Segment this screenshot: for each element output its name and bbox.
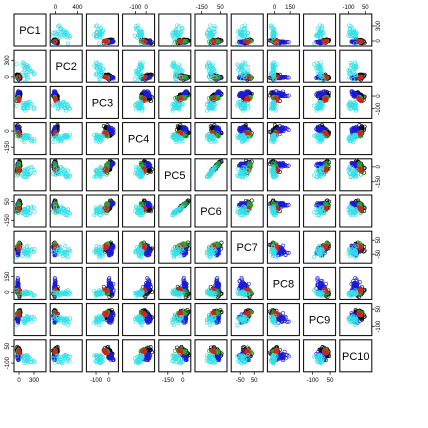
data-point bbox=[246, 65, 251, 70]
data-point bbox=[51, 33, 56, 38]
panel-pc3-pc6 bbox=[194, 85, 228, 119]
data-point bbox=[51, 31, 56, 36]
panel-pc3-pc4 bbox=[122, 85, 156, 119]
panel-pc1-pc1: PC1 bbox=[13, 13, 47, 47]
panel-pc3-pc7 bbox=[230, 85, 264, 119]
panel-frame bbox=[13, 13, 47, 47]
panel-pc2-pc6 bbox=[194, 49, 228, 83]
data-point bbox=[97, 30, 102, 35]
data-point bbox=[58, 30, 63, 35]
data-point bbox=[98, 35, 103, 40]
data-point bbox=[64, 35, 69, 40]
panel-pc2-pc5 bbox=[158, 49, 192, 83]
panel-frame bbox=[122, 13, 156, 47]
panel-pc2-pc10 bbox=[339, 49, 373, 83]
panel-pc2-pc4 bbox=[122, 49, 156, 83]
panel-pc1-pc2 bbox=[49, 13, 83, 47]
data-point bbox=[57, 35, 62, 40]
panel-pc1-pc7 bbox=[230, 13, 264, 47]
data-point bbox=[14, 62, 19, 67]
data-point bbox=[65, 31, 70, 36]
panel-pc1-pc10 bbox=[339, 13, 373, 47]
variable-label-pc1: PC1 bbox=[19, 25, 40, 37]
data-point bbox=[53, 30, 58, 35]
panel-pc3-pc2 bbox=[49, 85, 83, 119]
panel-pc2-pc1 bbox=[13, 49, 47, 83]
panel-pc3-pc1 bbox=[13, 85, 47, 119]
panel-pc2-pc7 bbox=[230, 49, 264, 83]
data-point bbox=[66, 41, 71, 46]
data-point bbox=[104, 38, 109, 43]
panel-pc2-pc3 bbox=[85, 49, 119, 83]
panel-pc1-pc4 bbox=[122, 13, 156, 47]
data-point bbox=[133, 77, 138, 82]
panel-pc1-pc6 bbox=[194, 13, 228, 47]
panel-frame bbox=[49, 13, 83, 47]
data-point bbox=[31, 106, 36, 111]
panel-pc1-pc8 bbox=[266, 13, 300, 47]
data-point bbox=[208, 23, 213, 28]
data-point bbox=[31, 72, 36, 77]
data-point bbox=[58, 26, 63, 31]
data-point bbox=[94, 34, 99, 39]
panel-frame bbox=[85, 13, 119, 47]
data-point bbox=[97, 41, 102, 46]
data-point bbox=[236, 35, 241, 40]
data-point bbox=[94, 33, 99, 38]
data-point bbox=[14, 103, 19, 108]
panel-pc3-pc9 bbox=[303, 85, 337, 119]
data-point bbox=[99, 35, 104, 40]
data-point bbox=[60, 29, 65, 34]
panel-pc2-pc2: PC2 bbox=[49, 49, 83, 83]
data-point bbox=[56, 24, 61, 29]
variable-label-pc3: PC3 bbox=[92, 97, 113, 109]
data-point bbox=[93, 24, 98, 29]
panel-pc1-pc9 bbox=[303, 13, 337, 47]
variable-label-pc2: PC2 bbox=[55, 61, 76, 73]
panel-pc1-pc3 bbox=[85, 13, 119, 47]
data-point bbox=[99, 30, 104, 35]
panel-pc2-pc8 bbox=[266, 49, 300, 83]
data-point bbox=[53, 38, 58, 43]
data-point bbox=[94, 23, 99, 28]
panel-pc3-pc8 bbox=[266, 85, 300, 119]
panel-pc1-pc5 bbox=[158, 13, 192, 47]
panel-pc3-pc5 bbox=[158, 85, 192, 119]
panel-pc2-pc9 bbox=[303, 49, 337, 83]
data-point bbox=[98, 26, 103, 31]
panel-pc3-pc3: PC3 bbox=[85, 85, 119, 119]
data-point bbox=[55, 30, 60, 35]
data-point bbox=[103, 39, 108, 44]
